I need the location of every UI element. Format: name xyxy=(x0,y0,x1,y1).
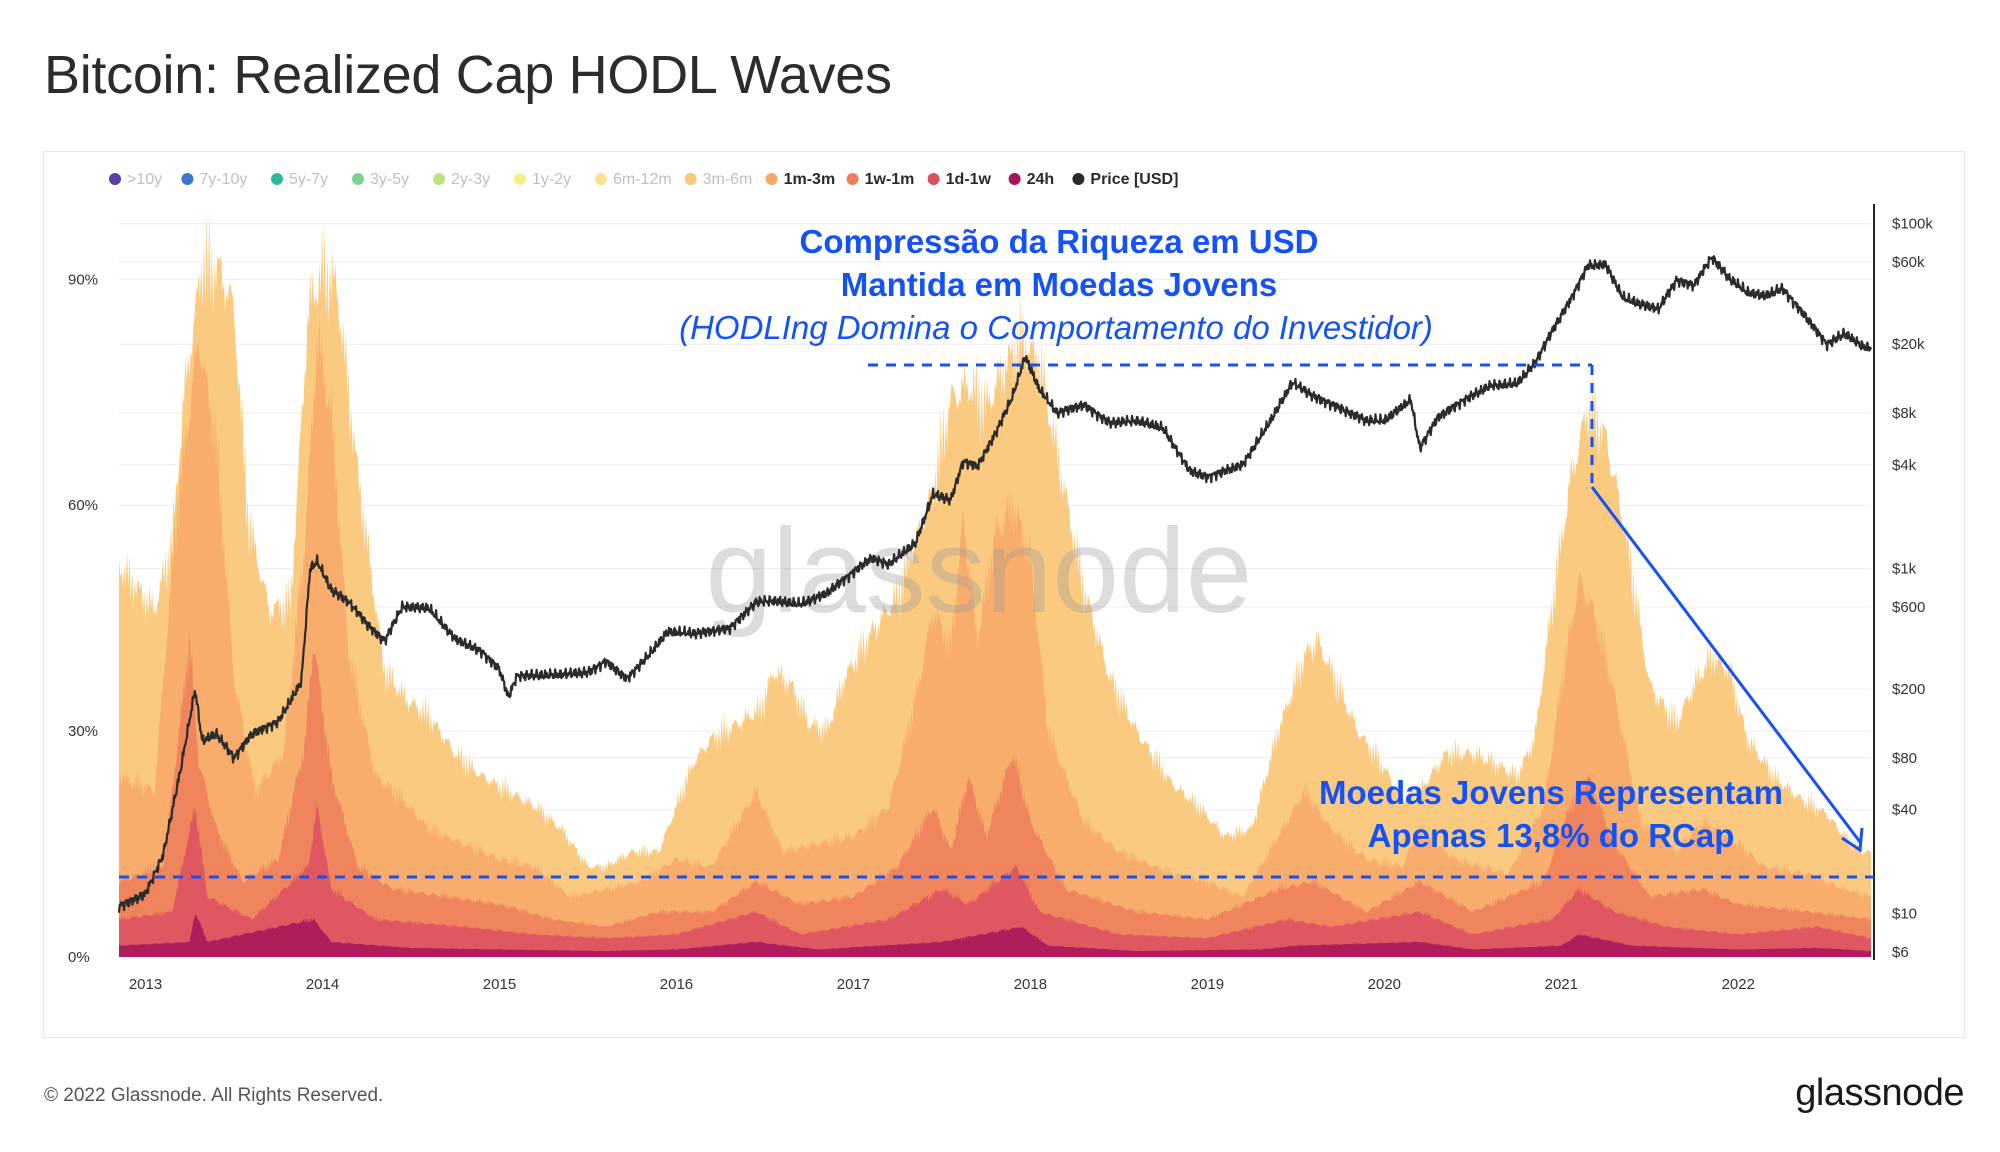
y-left-tick-label: 30% xyxy=(68,723,98,740)
footer-copyright: © 2022 Glassnode. All Rights Reserved. xyxy=(44,1085,384,1106)
y-left-tick-label: 0% xyxy=(68,949,90,966)
y-right-tick-label: $10 xyxy=(1892,906,1917,923)
legend-dot xyxy=(352,173,364,185)
annotation-arrow xyxy=(1590,486,1862,843)
legend-dot xyxy=(1008,173,1021,185)
x-tick-label: 2017 xyxy=(837,976,870,993)
watermark: glassnode xyxy=(705,504,1252,638)
footer-logo[interactable]: glassnode xyxy=(1795,1072,1964,1114)
y-right-tick-label: $40 xyxy=(1892,802,1917,819)
legend-item[interactable]: 3m-6m xyxy=(684,171,753,188)
area-series-1d-1w xyxy=(119,802,1871,957)
x-tick-label: 2015 xyxy=(483,976,516,993)
annotation-bottom-line2: Apenas 13,8% do RCap xyxy=(1368,817,1735,854)
legend-dot xyxy=(514,173,526,185)
y-right-tick-label: $200 xyxy=(1892,681,1925,698)
legend-label: 1y-2y xyxy=(532,171,571,188)
y-right-tick-label: $6 xyxy=(1892,944,1909,961)
legend-item[interactable]: 1y-2y xyxy=(514,171,571,188)
y-right-tick-label: $8k xyxy=(1892,405,1917,422)
y-left-tick-label: 60% xyxy=(68,497,98,514)
legend-label: 7y-10y xyxy=(199,171,247,188)
legend-label: 1d-1w xyxy=(946,171,992,188)
legend-dot xyxy=(765,173,778,185)
x-tick-label: 2022 xyxy=(1722,976,1755,993)
x-tick-label: 2019 xyxy=(1191,976,1224,993)
legend-item[interactable]: 24h xyxy=(1008,171,1055,188)
annotation-top-line1: Compressão da Riqueza em USD xyxy=(800,223,1319,260)
legend-dot xyxy=(1072,173,1085,185)
legend-label: 3y-5y xyxy=(370,171,409,188)
axis-layer: 2013 2014 2015 2016 2017 2018 2019 2020 2021 2022… xyxy=(68,216,1933,993)
annotation-top-line3: (HODLIng Domina o Comportamento do Inves… xyxy=(679,309,1433,346)
x-tick-label: 2013 xyxy=(129,976,162,993)
legend-label: 1m-3m xyxy=(784,171,836,188)
legend-label: 3m-6m xyxy=(703,171,753,188)
legend-item[interactable]: 3y-5y xyxy=(352,171,409,188)
price-line xyxy=(117,255,1873,913)
page-title: Bitcoin: Realized Cap HODL Waves xyxy=(44,45,892,105)
x-tick-label: 2014 xyxy=(306,976,339,993)
legend-label: >10y xyxy=(127,171,162,188)
legend-label: 6m-12m xyxy=(613,171,672,188)
legend-item[interactable]: 7y-10y xyxy=(181,171,247,188)
hodl-waves-chart: glassnode 2013 2014 2015 2016 2017 2018 2019 20… xyxy=(68,171,1933,993)
legend-label: 24h xyxy=(1027,171,1055,188)
legend-item[interactable]: 6m-12m xyxy=(595,171,672,188)
legend-item[interactable]: 2y-3y xyxy=(433,171,490,188)
legend-label: 1w-1m xyxy=(865,171,915,188)
y-right-tick-label: $600 xyxy=(1892,599,1925,616)
annotation-bottom: Moedas Jovens Representam Apenas 13,8% d… xyxy=(119,774,1874,879)
y-right-tick-label: $80 xyxy=(1892,750,1917,767)
area-layer xyxy=(119,209,1871,957)
area-series-24h xyxy=(119,913,1871,957)
annotation-bottom-line1: Moedas Jovens Representam xyxy=(1319,774,1783,811)
legend-dot xyxy=(846,173,859,185)
legend-label: Price [USD] xyxy=(1090,171,1178,188)
legend-dot xyxy=(927,173,940,185)
y-left-tick-label: 90% xyxy=(68,271,98,288)
legend-label: 2y-3y xyxy=(451,171,490,188)
x-tick-label: 2018 xyxy=(1014,976,1047,993)
legend-item[interactable]: 1m-3m xyxy=(765,171,836,188)
legend-item[interactable]: >10y xyxy=(109,171,162,188)
legend-dot xyxy=(595,173,607,185)
legend-dot xyxy=(433,173,445,185)
legend-item[interactable]: 5y-7y xyxy=(271,171,328,188)
area-series-1m-3m xyxy=(119,311,1871,957)
legend-item[interactable]: 1w-1m xyxy=(846,171,915,188)
price-layer xyxy=(117,255,1873,913)
x-tick-label: 2020 xyxy=(1368,976,1401,993)
x-tick-label: 2016 xyxy=(660,976,693,993)
chart-container: glassnode 2013 2014 2015 2016 2017 2018 2019 20… xyxy=(43,151,1965,1038)
legend-dot xyxy=(109,173,121,185)
legend-dot xyxy=(684,173,697,185)
legend-dot xyxy=(181,173,194,185)
y-right-tick-label: $20k xyxy=(1892,336,1925,353)
y-right-tick-label: $4k xyxy=(1892,457,1917,474)
annotation-arrowhead xyxy=(1841,827,1864,853)
y-right-tick-label: $1k xyxy=(1892,561,1917,578)
y-right-tick-label: $100k xyxy=(1892,216,1933,233)
legend-item[interactable]: Price [USD] xyxy=(1072,171,1178,188)
legend-item[interactable]: 1d-1w xyxy=(927,171,992,188)
legend: >10y 7y-10y 5y-7y 3y-5y 2y-3y 1y-2y 6m-12m 3m-6… xyxy=(109,171,1178,188)
x-tick-label: 2021 xyxy=(1545,976,1578,993)
legend-label: 5y-7y xyxy=(289,171,328,188)
annotation-top-line2: Mantida em Moedas Jovens xyxy=(841,266,1277,303)
y-right-tick-label: $60k xyxy=(1892,254,1925,271)
legend-dot xyxy=(271,173,283,185)
annotation-top: Compressão da Riqueza em USD Mantida em … xyxy=(679,223,1864,853)
